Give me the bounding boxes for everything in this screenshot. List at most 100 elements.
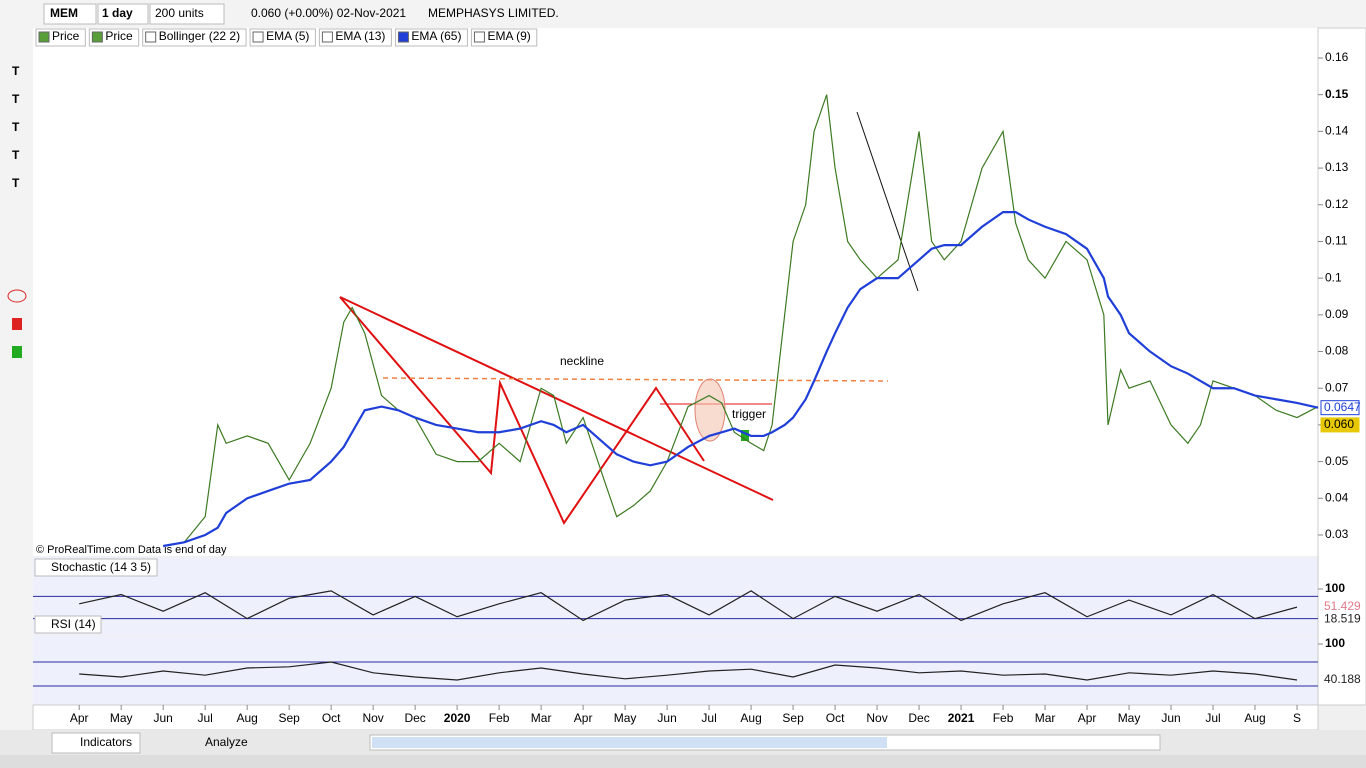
legend-box: [318, 28, 392, 47]
panel-title-box: [34, 615, 102, 634]
units[interactable]: 200 units: [155, 6, 204, 20]
interval[interactable]: 1 day: [102, 6, 133, 20]
units-box[interactable]: [149, 3, 225, 25]
price-panel: [33, 28, 1318, 556]
zigzag: [339, 296, 705, 526]
price-label-box: [1320, 417, 1360, 433]
panel-title-box: [34, 558, 158, 577]
tools: T T T T T: [7, 64, 27, 358]
x-tick-label: S: [1293, 711, 1301, 725]
neckline: [382, 377, 889, 382]
analyze-label[interactable]: Analyze: [205, 735, 248, 749]
instrument-name: MEMPHASYS LIMITED.: [428, 6, 559, 20]
x-tick-label: Jun: [1161, 711, 1180, 725]
series-line: [163, 94, 1319, 547]
x-tick-label: Aug: [740, 711, 761, 725]
price-label: 0.0647: [1324, 400, 1361, 414]
top-bar: [0, 0, 1366, 28]
y-tick-label: 0.1: [1325, 270, 1342, 284]
price-label: 0.060: [1324, 417, 1354, 431]
x-tick-label: Apr: [574, 711, 593, 725]
x-tick-label: May: [614, 711, 637, 725]
buy-arrow: [741, 430, 749, 441]
legend-swatch: [321, 31, 333, 43]
panel-title: Stochastic (14 3 5): [51, 560, 151, 574]
y-tick-label: 0.13: [1325, 160, 1349, 174]
x-tick-label: Sep: [278, 711, 300, 725]
text-tool[interactable]: T: [12, 148, 20, 162]
panel-title: RSI (14): [51, 617, 96, 631]
legend-swatch: [252, 31, 264, 43]
x-tick-label: May: [1118, 711, 1141, 725]
series-line: [79, 590, 1298, 622]
legend-item: EMA (65): [411, 29, 461, 43]
down-arrow-tool[interactable]: [12, 318, 22, 330]
text-tool[interactable]: T: [12, 120, 20, 134]
x-tick-label: Jul: [198, 711, 213, 725]
quote: 0.060 (+0.00%) 02-Nov-2021: [251, 6, 406, 20]
text-tool[interactable]: T: [12, 92, 20, 106]
x-tick-label: Jul: [1205, 711, 1220, 725]
legend-item: EMA (5): [266, 29, 309, 43]
last-value: 40.188: [1324, 672, 1361, 686]
y-tick-label: 0.04: [1325, 490, 1349, 504]
rsi-panel: [33, 636, 1318, 705]
x-tick-label: Oct: [322, 711, 341, 725]
series-line: [162, 211, 1319, 548]
legend: Price Price Bollinger (22 2) EMA (5) EMA (13…: [35, 28, 538, 47]
text-tool[interactable]: T: [12, 176, 20, 190]
y-tick-label: 0.03: [1325, 527, 1349, 541]
y-tick-label: 100: [1325, 581, 1345, 595]
text-tool[interactable]: T: [12, 64, 20, 78]
y-tick-label: 0.09: [1325, 307, 1349, 321]
legend-item: EMA (9): [487, 29, 530, 43]
x-tick-label: 2021: [948, 711, 975, 725]
indicators-label[interactable]: Indicators: [80, 735, 132, 749]
x-tick-label: Oct: [826, 711, 845, 725]
x-tick-label: Jul: [701, 711, 716, 725]
legend-box: [142, 28, 247, 47]
price-axis: [1317, 27, 1366, 706]
y-tick-label: 0.05: [1325, 454, 1349, 468]
up-arrow-tool[interactable]: [12, 346, 22, 358]
y-tick-label: 0.12: [1325, 197, 1349, 211]
x-tick-label: Aug: [1244, 711, 1265, 725]
y-tick-label: 0.08: [1325, 344, 1349, 358]
y-tick-label: 0.15: [1325, 87, 1349, 101]
left-toolbar: [0, 28, 33, 730]
scroll-thumb[interactable]: [372, 737, 887, 748]
indicators-button[interactable]: [51, 732, 141, 754]
ellipse-tool[interactable]: [7, 289, 27, 303]
x-tick-label: Aug: [236, 711, 257, 725]
legend-box: [88, 28, 140, 47]
legend-box: [35, 28, 86, 47]
x-tick-label: Mar: [1035, 711, 1056, 725]
y-tick-label: 0.14: [1325, 124, 1349, 138]
symbol[interactable]: MEM: [50, 6, 78, 20]
y-tick-label: 0.07: [1325, 380, 1349, 394]
trigger-label: trigger: [732, 407, 766, 421]
legend-box: [249, 28, 316, 47]
x-tick-label: Dec: [908, 711, 929, 725]
x-tick-label: Dec: [404, 711, 425, 725]
legend-swatch: [473, 31, 485, 43]
x-tick-label: May: [110, 711, 133, 725]
legend-item: Bollinger (22 2): [159, 29, 240, 43]
trendline: [339, 296, 774, 501]
interval-box[interactable]: [97, 3, 149, 25]
y-tick-label: 100: [1325, 636, 1345, 650]
series-line: [79, 661, 1298, 681]
legend-swatch: [145, 31, 157, 43]
status-strip: [0, 755, 1366, 768]
legend-item: EMA (13): [335, 29, 385, 43]
x-tick-label: Jun: [154, 711, 173, 725]
y-tick-label: 0.16: [1325, 50, 1349, 64]
symbol-box[interactable]: [43, 3, 97, 25]
x-tick-label: Apr: [1078, 711, 1097, 725]
x-tick-label: 2020: [444, 711, 471, 725]
legend-box: [394, 28, 468, 47]
legend-item: Price: [105, 29, 133, 43]
x-tick-label: Nov: [362, 711, 383, 725]
y-tick-label: 0.11: [1325, 234, 1348, 248]
